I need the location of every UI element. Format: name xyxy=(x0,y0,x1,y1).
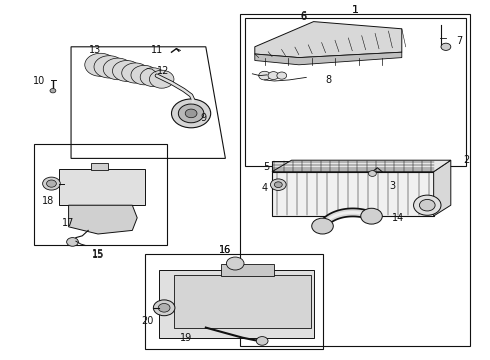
Bar xyxy=(240,14,470,346)
Text: 15: 15 xyxy=(92,249,104,260)
Circle shape xyxy=(47,180,56,187)
Circle shape xyxy=(94,56,124,78)
Text: 13: 13 xyxy=(89,45,102,55)
Text: 8: 8 xyxy=(325,75,331,85)
Text: 2: 2 xyxy=(464,155,470,165)
Bar xyxy=(159,270,314,338)
Polygon shape xyxy=(255,52,402,65)
Circle shape xyxy=(85,53,116,76)
Circle shape xyxy=(140,68,166,86)
Circle shape xyxy=(277,72,287,79)
Text: 3: 3 xyxy=(389,181,395,192)
Circle shape xyxy=(122,63,149,83)
Circle shape xyxy=(270,179,286,190)
Circle shape xyxy=(113,60,141,81)
Text: 18: 18 xyxy=(42,196,54,206)
Circle shape xyxy=(50,89,56,93)
Circle shape xyxy=(185,109,197,118)
Circle shape xyxy=(274,182,282,188)
Bar xyxy=(34,144,167,245)
Bar xyxy=(59,169,145,205)
Circle shape xyxy=(153,300,175,316)
Circle shape xyxy=(178,104,204,123)
Circle shape xyxy=(441,43,451,50)
Text: 9: 9 xyxy=(200,113,206,123)
Polygon shape xyxy=(434,160,451,216)
Circle shape xyxy=(131,66,157,85)
Bar xyxy=(272,161,434,172)
Circle shape xyxy=(158,303,170,312)
Text: 1: 1 xyxy=(352,5,359,15)
Text: 7: 7 xyxy=(457,36,463,46)
Text: 17: 17 xyxy=(62,218,75,228)
Text: 16: 16 xyxy=(220,245,232,255)
Polygon shape xyxy=(255,22,402,58)
Bar xyxy=(220,264,274,276)
Polygon shape xyxy=(272,160,451,172)
Text: 14: 14 xyxy=(392,213,404,223)
Circle shape xyxy=(172,99,211,128)
Circle shape xyxy=(259,71,270,80)
Text: 4: 4 xyxy=(262,183,268,193)
Bar xyxy=(145,254,323,349)
Bar xyxy=(245,18,466,166)
Polygon shape xyxy=(69,205,137,234)
Circle shape xyxy=(419,199,435,211)
Text: 6: 6 xyxy=(301,12,307,22)
Text: 15: 15 xyxy=(92,249,104,259)
Text: 1: 1 xyxy=(352,5,359,15)
Bar xyxy=(272,172,434,216)
Circle shape xyxy=(368,171,376,176)
Circle shape xyxy=(43,177,60,190)
Text: 10: 10 xyxy=(33,76,45,86)
Circle shape xyxy=(414,195,441,215)
Bar xyxy=(174,275,311,328)
Text: 5: 5 xyxy=(263,162,269,172)
Text: 19: 19 xyxy=(180,333,192,343)
Text: 20: 20 xyxy=(141,316,153,326)
Circle shape xyxy=(268,72,279,80)
Text: 11: 11 xyxy=(151,45,163,55)
Circle shape xyxy=(226,257,244,270)
Circle shape xyxy=(149,70,174,88)
Bar xyxy=(91,163,108,170)
Circle shape xyxy=(103,58,133,80)
Circle shape xyxy=(256,337,268,345)
Text: 12: 12 xyxy=(156,66,169,76)
Text: 16: 16 xyxy=(220,245,232,255)
Circle shape xyxy=(361,208,382,224)
Text: 6: 6 xyxy=(301,11,307,21)
Circle shape xyxy=(67,238,78,246)
Circle shape xyxy=(312,218,333,234)
